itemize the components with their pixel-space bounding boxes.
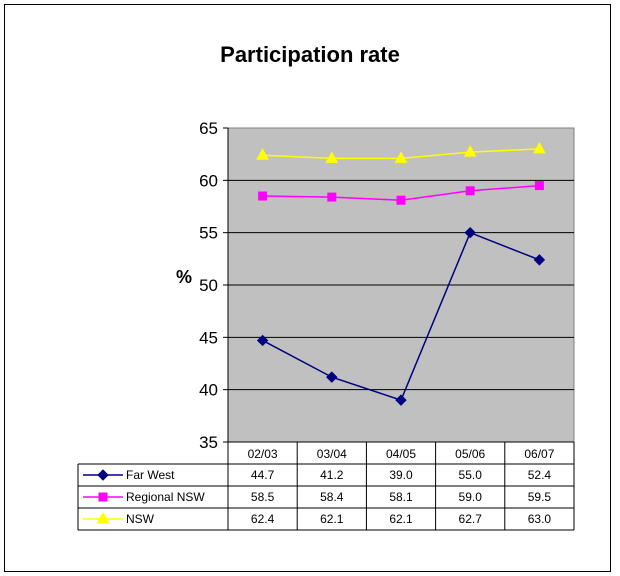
y-tick-label: 45 <box>199 328 218 347</box>
y-tick-label: 35 <box>199 433 218 452</box>
data-label-regional-nsw: 59.0 <box>459 490 483 504</box>
x-tick-label: 04/05 <box>386 447 416 461</box>
y-tick-label: 40 <box>199 381 218 400</box>
data-point-far-west <box>326 371 338 383</box>
legend-label-far-west: Far West <box>126 468 175 482</box>
y-tick-label: 55 <box>199 224 218 243</box>
data-label-far-west: 41.2 <box>320 468 344 482</box>
data-label-nsw: 62.1 <box>389 512 413 526</box>
data-point-far-west <box>533 254 546 266</box>
data-point-far-west <box>464 226 476 239</box>
y-tick-label: 50 <box>199 276 218 295</box>
data-label-regional-nsw: 58.1 <box>389 490 413 504</box>
data-point-regional-nsw <box>258 191 268 201</box>
data-label-far-west: 55.0 <box>459 468 483 482</box>
data-label-nsw: 62.4 <box>251 512 275 526</box>
data-point-regional-nsw <box>396 195 406 205</box>
data-point-far-west <box>395 394 407 406</box>
data-point-nsw <box>256 148 269 160</box>
legend-marker-regional-nsw <box>98 492 108 502</box>
data-point-nsw <box>325 151 339 163</box>
y-axis-label: % <box>176 267 192 287</box>
chart-title: Participation rate <box>220 42 400 67</box>
legend-label-nsw: NSW <box>126 512 155 526</box>
x-tick-label: 03/04 <box>317 447 347 461</box>
data-label-nsw: 63.0 <box>528 512 552 526</box>
data-label-far-west: 39.0 <box>389 468 413 482</box>
data-label-regional-nsw: 58.5 <box>251 490 275 504</box>
data-label-nsw: 62.1 <box>320 512 344 526</box>
x-tick-label: 05/06 <box>455 447 485 461</box>
y-tick-label: 65 <box>199 119 218 138</box>
data-point-regional-nsw <box>534 181 544 191</box>
data-point-regional-nsw <box>327 192 337 202</box>
data-point-nsw <box>463 145 477 157</box>
data-point-nsw <box>533 141 546 154</box>
data-label-regional-nsw: 59.5 <box>528 490 552 504</box>
legend-label-regional-nsw: Regional NSW <box>126 490 205 504</box>
data-label-far-west: 44.7 <box>251 468 275 482</box>
y-tick-label: 60 <box>199 171 218 190</box>
data-point-far-west <box>256 334 269 347</box>
data-label-nsw: 62.7 <box>459 512 483 526</box>
data-label-far-west: 52.4 <box>528 468 552 482</box>
data-point-nsw <box>394 151 408 163</box>
x-tick-label: 06/07 <box>524 447 554 461</box>
legend-marker-far-west <box>97 469 109 481</box>
data-label-regional-nsw: 58.4 <box>320 490 344 504</box>
x-tick-label: 02/03 <box>248 447 278 461</box>
legend-marker-nsw <box>96 511 110 524</box>
data-point-regional-nsw <box>465 186 475 196</box>
